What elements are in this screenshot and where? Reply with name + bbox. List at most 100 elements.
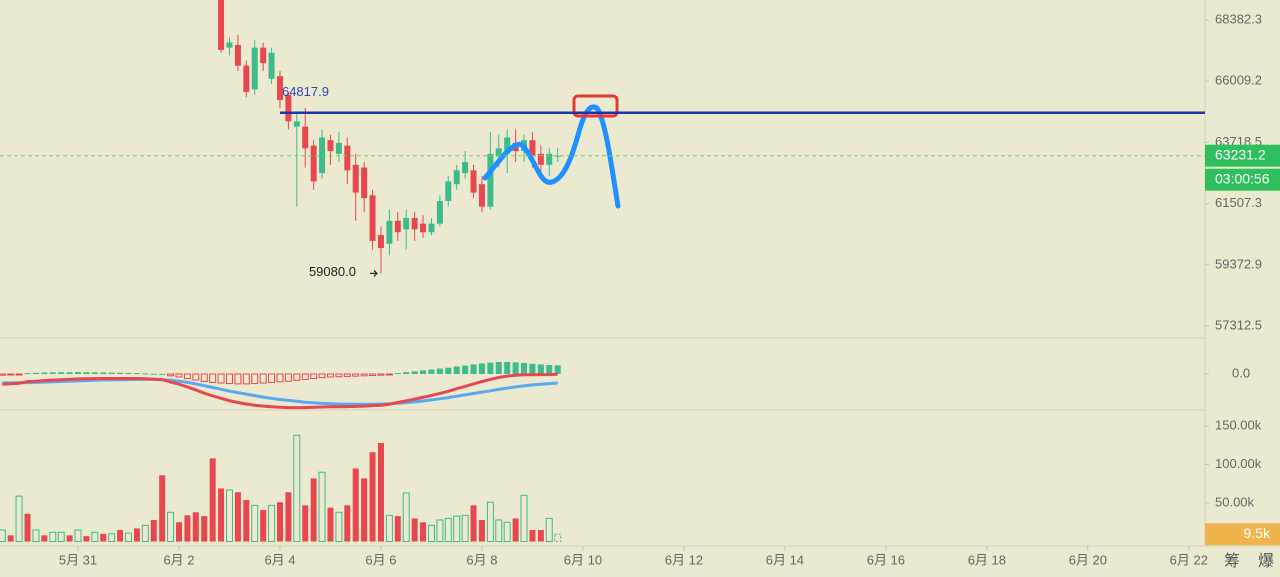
macd-bar bbox=[251, 373, 259, 385]
y-tick-label: 59372.9 bbox=[1215, 256, 1262, 271]
candle-body bbox=[470, 170, 477, 193]
candle-body bbox=[462, 162, 469, 174]
candle-body bbox=[251, 47, 258, 90]
candle-body bbox=[377, 235, 384, 249]
macd-bar bbox=[217, 373, 225, 384]
candle-body bbox=[293, 121, 300, 127]
macd-bar bbox=[326, 373, 334, 378]
volume-bar bbox=[184, 515, 191, 542]
macd-bar bbox=[335, 373, 343, 378]
volume-bar bbox=[453, 515, 461, 543]
x-tick-label: 5月 31 bbox=[59, 552, 97, 567]
macd-bar bbox=[167, 373, 175, 377]
volume-bar bbox=[251, 504, 259, 543]
candle-body bbox=[445, 181, 452, 201]
volume-bar bbox=[495, 519, 503, 543]
volume-bar bbox=[260, 509, 267, 542]
price-level-label: 64817.9 bbox=[282, 84, 329, 99]
macd-bar bbox=[377, 373, 385, 376]
x-tick-label: 6月 4 bbox=[264, 552, 295, 567]
macd-bar bbox=[436, 368, 443, 374]
candle-body bbox=[487, 153, 494, 207]
volume-bar bbox=[159, 475, 166, 542]
candle-body bbox=[285, 94, 292, 122]
volume-bar bbox=[49, 531, 57, 543]
volume-bar bbox=[66, 535, 73, 542]
volume-bar bbox=[57, 531, 65, 543]
y-tick-label: 66009.2 bbox=[1215, 73, 1262, 88]
volume-current-label: 9.5k bbox=[1244, 525, 1271, 541]
macd-bar bbox=[133, 373, 140, 375]
macd-bar bbox=[15, 373, 23, 376]
candle-body bbox=[504, 137, 511, 152]
highlight-box bbox=[572, 94, 619, 118]
volume-bar bbox=[461, 514, 469, 543]
candle-body bbox=[411, 217, 418, 230]
candle-body bbox=[394, 220, 401, 233]
volume-bar bbox=[344, 505, 351, 542]
macd-bar bbox=[200, 373, 208, 382]
toolbar-icon[interactable]: 筹 bbox=[1224, 552, 1240, 570]
candle-body bbox=[428, 223, 435, 233]
hand-drawn-curve bbox=[482, 104, 621, 209]
volume-bar bbox=[276, 502, 283, 542]
y-tick-label: 57312.5 bbox=[1215, 317, 1262, 332]
macd-bar bbox=[242, 373, 250, 385]
volume-current-box bbox=[1205, 523, 1280, 546]
macd-bar bbox=[100, 372, 107, 374]
macd-bar bbox=[32, 372, 39, 374]
volume-bar bbox=[327, 507, 334, 542]
volume-bar bbox=[478, 519, 485, 542]
volume-bar bbox=[377, 442, 384, 542]
macd-bar bbox=[554, 365, 561, 374]
candle-body bbox=[268, 52, 275, 79]
price-pane bbox=[218, 0, 561, 274]
y-tick-label: 0.0 bbox=[1232, 365, 1250, 380]
low-arrow-head bbox=[373, 269, 378, 277]
macd-bar bbox=[276, 373, 284, 383]
volume-bar bbox=[394, 516, 401, 542]
volume-bar bbox=[234, 492, 241, 542]
volume-bar bbox=[411, 518, 418, 542]
x-tick-label: 6月 12 bbox=[665, 552, 703, 567]
volume-bar bbox=[352, 468, 359, 542]
macd-bar bbox=[150, 373, 157, 375]
macd-bar bbox=[108, 372, 115, 374]
macd-bar bbox=[49, 372, 56, 374]
volume-bar bbox=[545, 517, 553, 543]
candle-body bbox=[478, 184, 485, 207]
macd-bar bbox=[512, 362, 519, 374]
macd-bar bbox=[259, 373, 267, 384]
volume-bar bbox=[512, 518, 519, 542]
x-tick-label: 6月 20 bbox=[1069, 552, 1107, 567]
macd-bar bbox=[420, 370, 427, 374]
volume-bar bbox=[108, 533, 116, 543]
volume-bar bbox=[201, 516, 208, 542]
macd-bar bbox=[495, 362, 502, 374]
macd-bar bbox=[117, 372, 124, 374]
volume-bar bbox=[285, 492, 292, 542]
volume-bar bbox=[385, 514, 393, 543]
macd-bar bbox=[41, 372, 48, 374]
volume-bar bbox=[91, 531, 99, 543]
low-price-label: 59080.0 bbox=[309, 264, 356, 279]
volume-bar bbox=[15, 495, 23, 543]
macd-dea-line bbox=[2, 377, 558, 406]
y-tick-label: 50.00k bbox=[1215, 494, 1255, 509]
candle-body bbox=[226, 42, 233, 48]
volume-bar bbox=[268, 504, 276, 543]
y-tick-label: 150.00k bbox=[1215, 417, 1262, 432]
toolbar-icon[interactable]: 爆 bbox=[1258, 551, 1274, 570]
candle-body bbox=[302, 126, 309, 149]
volume-bar bbox=[133, 528, 140, 542]
macd-bar bbox=[310, 373, 318, 379]
volume-bar bbox=[41, 535, 48, 542]
volume-bar bbox=[520, 494, 528, 543]
macd-bar bbox=[470, 364, 477, 374]
candle-body bbox=[537, 153, 544, 165]
candle-body bbox=[344, 145, 351, 171]
volume-bar bbox=[402, 492, 410, 543]
candle-body bbox=[218, 0, 225, 50]
volume-bar bbox=[361, 478, 368, 542]
